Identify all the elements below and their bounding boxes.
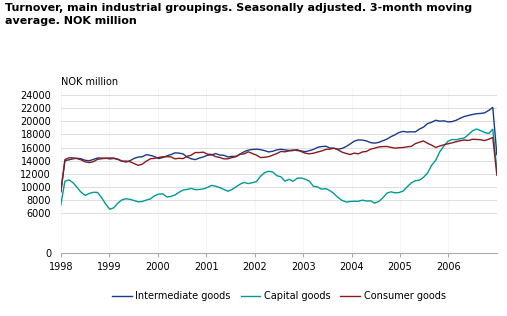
Consumer goods <box>102 156 108 160</box>
Intermediate goods <box>486 108 492 112</box>
Intermediate goods <box>432 118 439 122</box>
Capital goods <box>474 127 480 131</box>
Intermediate goods <box>127 159 133 162</box>
Text: Turnover, main industrial groupings. Seasonally adjusted. 3-month moving
average: Turnover, main industrial groupings. Sea… <box>5 3 472 26</box>
Consumer goods <box>486 137 492 141</box>
Capital goods <box>445 139 451 143</box>
Line: Capital goods: Capital goods <box>61 129 497 209</box>
Intermediate goods <box>490 106 496 109</box>
Consumer goods <box>404 145 410 149</box>
Intermediate goods <box>404 130 410 134</box>
Capital goods <box>408 181 414 185</box>
Intermediate goods <box>58 190 64 193</box>
Line: Intermediate goods: Intermediate goods <box>61 107 497 191</box>
Consumer goods <box>432 146 439 149</box>
Consumer goods <box>262 155 268 159</box>
Consumer goods <box>494 173 500 177</box>
Consumer goods <box>127 160 133 164</box>
Capital goods <box>102 202 108 206</box>
Capital goods <box>437 150 443 154</box>
Capital goods <box>106 207 113 211</box>
Consumer goods <box>490 136 496 139</box>
Intermediate goods <box>494 153 500 156</box>
Legend: Intermediate goods, Capital goods, Consumer goods: Intermediate goods, Capital goods, Consu… <box>108 287 450 305</box>
Capital goods <box>266 169 272 173</box>
Capital goods <box>131 199 137 203</box>
Consumer goods <box>58 190 64 194</box>
Text: NOK million: NOK million <box>61 77 118 87</box>
Intermediate goods <box>262 149 268 153</box>
Capital goods <box>494 168 500 172</box>
Capital goods <box>58 203 64 207</box>
Line: Consumer goods: Consumer goods <box>61 137 497 192</box>
Intermediate goods <box>102 156 108 160</box>
